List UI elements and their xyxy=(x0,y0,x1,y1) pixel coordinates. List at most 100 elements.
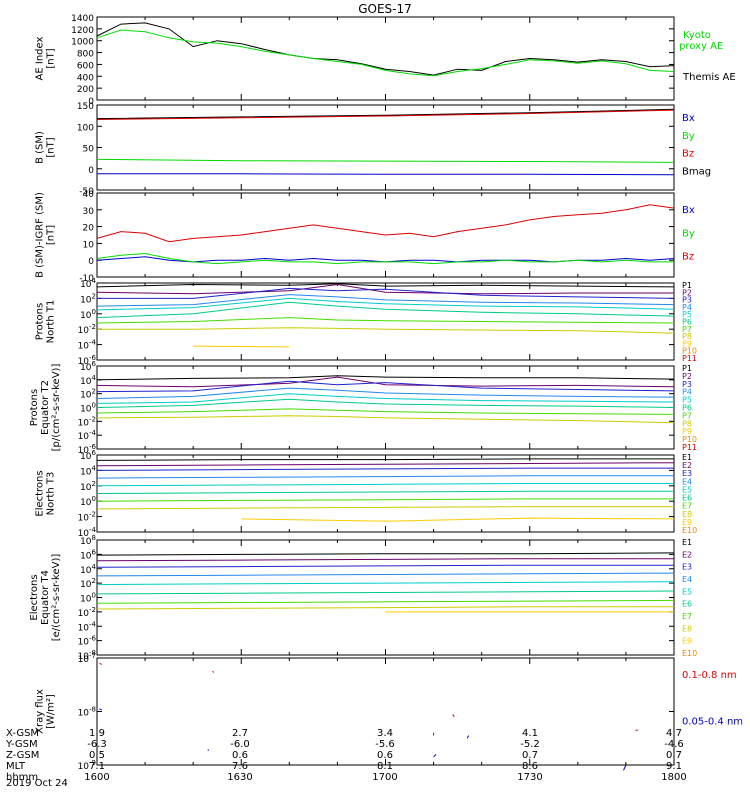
y-tick-label: 600 xyxy=(77,61,94,71)
x-axis-row-label: X-GSM xyxy=(6,728,39,739)
x-axis-value: -5.6 xyxy=(375,739,395,750)
legend-entry: E5 xyxy=(682,485,692,494)
legend-entry: E1 xyxy=(682,453,692,462)
y-tick-label: 0 xyxy=(88,257,94,267)
series-line xyxy=(96,408,675,415)
legend-entry: Bz xyxy=(682,252,694,263)
series-mark xyxy=(623,764,627,771)
y-tick-label: 102 xyxy=(80,480,96,493)
x-axis-row-label: hhmm xyxy=(6,772,38,783)
series-line xyxy=(97,173,675,176)
y-tick-label: 10-2 xyxy=(78,323,96,336)
series-line xyxy=(96,22,675,76)
y-tick-label: 50 xyxy=(83,145,95,155)
legend-entry: E6 xyxy=(682,600,692,609)
legend-entry: P2 xyxy=(682,372,692,381)
legend-entry: E4 xyxy=(682,477,692,486)
legend-entry: P7 xyxy=(682,411,692,420)
legend-entry: P9 xyxy=(682,339,692,348)
series-line xyxy=(96,415,675,424)
legend-entry: P7 xyxy=(682,325,692,334)
legend-entry: E2 xyxy=(682,461,692,470)
x-axis-row-label: MLT xyxy=(6,761,26,772)
x-axis-value: 7.6 xyxy=(232,761,248,772)
y-tick-label: 106 xyxy=(80,548,96,561)
y-tick-label: 20 xyxy=(83,224,95,234)
y-tick-label: 104 xyxy=(80,464,96,477)
legend-entry: P1 xyxy=(682,364,692,373)
series-line xyxy=(96,572,675,577)
y-tick-label: 104 xyxy=(80,563,96,576)
series-line xyxy=(96,380,675,393)
y-tick-label: 10-4 xyxy=(78,429,97,442)
x-axis-value: -5.2 xyxy=(520,739,540,750)
panel-frame xyxy=(96,539,675,656)
series-line xyxy=(96,29,675,77)
y-tick-label: 0 xyxy=(88,97,94,107)
series-line xyxy=(96,301,675,319)
legend-entry: Kyoto xyxy=(683,30,711,41)
series-line xyxy=(96,398,675,408)
legend-entry: Bx xyxy=(682,205,695,216)
legend-entry: E3 xyxy=(682,563,692,572)
x-axis-value: 8.6 xyxy=(522,761,538,772)
series-line xyxy=(96,458,674,461)
y-tick-label: 102 xyxy=(80,292,96,305)
y-axis-label: [nT] xyxy=(46,48,57,68)
x-axis-value: 1800 xyxy=(661,772,686,783)
panel-7: 10810610410210010-210-410-610-8Electrons… xyxy=(29,534,697,662)
series-line xyxy=(96,387,675,399)
legend-entry: P10 xyxy=(682,347,697,356)
y-tick-label: 10-4 xyxy=(78,339,97,352)
series-line xyxy=(96,393,675,404)
legend-entry: 0.05-0.4 nm xyxy=(682,717,743,728)
legend-entry: Bx xyxy=(682,113,695,124)
series-line xyxy=(193,345,290,348)
series-line xyxy=(96,490,674,494)
y-tick-label: 10-6 xyxy=(78,635,97,648)
y-axis-label: North T1 xyxy=(46,300,57,344)
x-axis-value: 1.9 xyxy=(89,728,105,739)
legend-entry: E2 xyxy=(682,550,692,559)
series-line xyxy=(96,108,675,120)
x-axis-value: 4.1 xyxy=(522,728,538,739)
legend-entry: P11 xyxy=(682,443,697,452)
y-tick-label: 10-2 xyxy=(78,606,96,619)
series-line xyxy=(96,506,674,510)
x-axis-value: -4.6 xyxy=(664,739,684,750)
series-line xyxy=(96,475,674,479)
legend-entry: E9 xyxy=(682,637,692,646)
legend-entry: Themis AE xyxy=(682,72,736,83)
series-line xyxy=(96,558,674,562)
y-axis-label: Xray flux xyxy=(35,689,46,734)
y-tick-label: 100 xyxy=(80,495,96,508)
legend-entry: Bmag xyxy=(682,166,711,177)
y-tick-label: 0 xyxy=(88,166,94,176)
series-line xyxy=(96,375,675,381)
y-tick-label: -10 xyxy=(79,274,94,284)
y-axis-label: Equator T4 xyxy=(40,570,51,625)
x-axis-value: 0.6 xyxy=(377,750,393,761)
series-line xyxy=(97,327,675,334)
x-axis-value: -6.3 xyxy=(87,739,107,750)
y-axis-label: Protons xyxy=(29,389,40,426)
y-tick-label: 200 xyxy=(77,85,94,95)
y-tick-label: 10-2 xyxy=(78,511,96,524)
y-tick-label: 400 xyxy=(77,73,94,83)
y-tick-label: 100 xyxy=(80,402,96,415)
y-tick-label: 10-4 xyxy=(78,620,97,633)
legend-entry: P4 xyxy=(682,388,692,397)
y-axis-label: Electrons xyxy=(29,574,40,620)
legend-entry: E7 xyxy=(682,502,692,511)
series-line xyxy=(96,552,675,556)
y-axis-label: [e/(cm²-s-sr-keV)] xyxy=(51,554,62,642)
y-tick-label: 30 xyxy=(83,207,95,217)
x-axis-value: 0.7 xyxy=(666,750,682,761)
y-tick-label: -50 xyxy=(79,187,94,197)
series-line xyxy=(96,204,675,243)
legend-entry: P10 xyxy=(682,435,697,444)
